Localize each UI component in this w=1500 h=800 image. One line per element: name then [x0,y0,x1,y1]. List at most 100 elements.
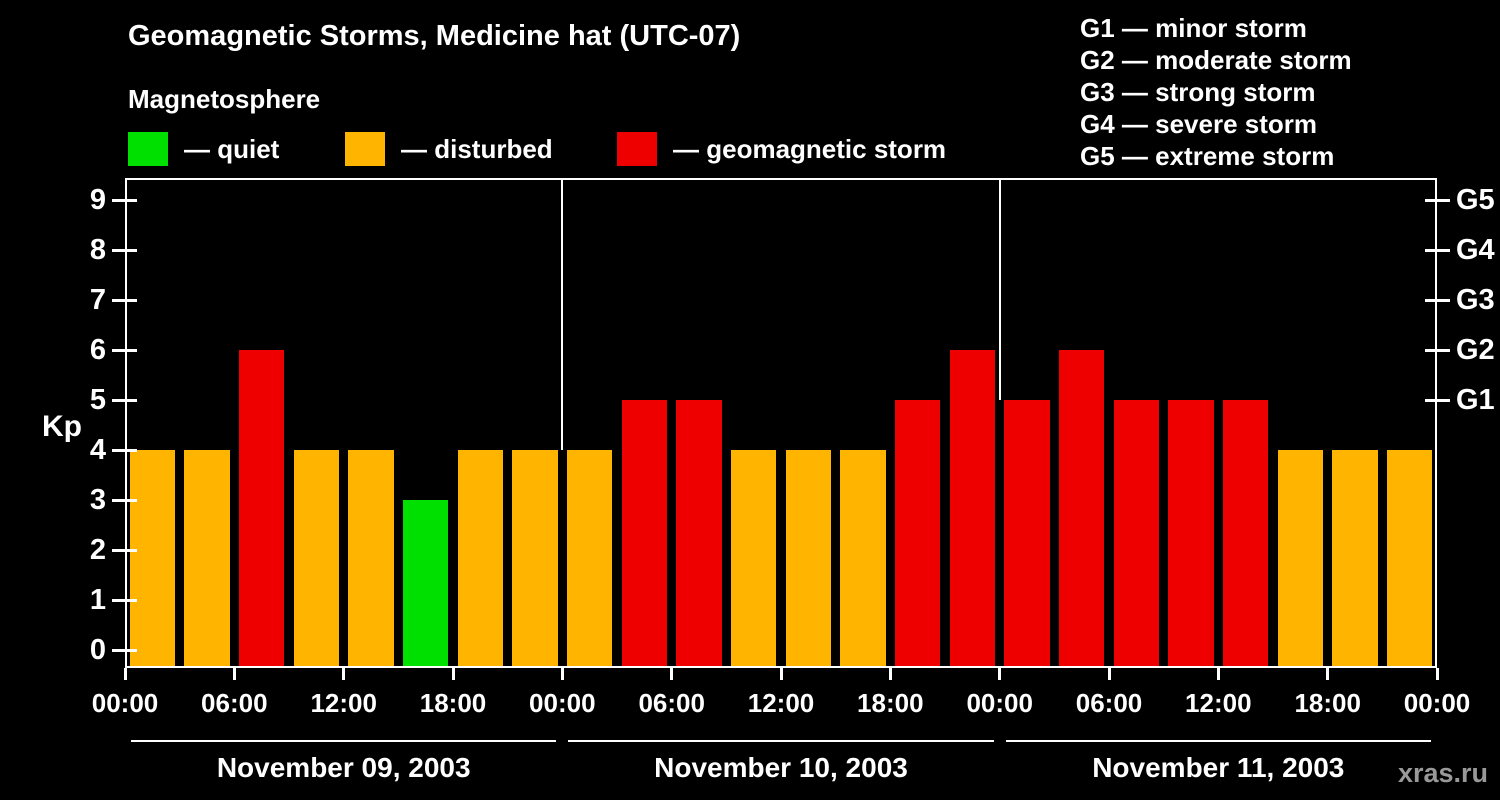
y-axis-tick [112,249,137,252]
kp-bar [949,350,996,666]
day-separator-line [998,180,1001,400]
disturbed-color-swatch [345,132,385,166]
kp-bar [1222,400,1269,666]
x-axis-label: 12:00 [310,688,377,718]
legend-quiet-label: — quiet [184,133,280,164]
kp-bar [1004,400,1050,666]
kp-bar [621,400,668,666]
y-axis-label: 9 [89,184,106,216]
x-axis-label: 12:00 [747,688,815,718]
legend-disturbed-label: — disturbed [401,133,553,164]
plot-frame [125,178,1437,668]
g-level-label: G2 [1456,334,1495,366]
y-axis-tick [112,349,137,352]
x-axis-tick [342,668,346,680]
legend-item-disturbed: — disturbed [345,132,553,166]
y-axis-tick [112,299,137,302]
x-axis-label: 18:00 [419,688,487,718]
right-axis-tick [1425,249,1450,252]
x-axis-tick [779,668,783,680]
right-axis-tick [1425,299,1450,302]
legend-item-storm: — geomagnetic storm [617,132,946,166]
g3-legend-entry: G3 — strong storm [1080,77,1316,107]
x-axis-tick [451,668,455,680]
kp-bar [1058,350,1105,666]
y-axis-title: Kp [42,410,82,443]
kp-bar [129,450,176,666]
x-axis-label: 06:00 [638,688,705,718]
plot-area [125,178,1437,668]
kp-bar [1113,400,1160,666]
y-axis-label: 3 [89,484,106,516]
x-axis-tick [670,668,674,680]
x-axis-label: 06:00 [201,688,268,718]
legend-storm-label: — geomagnetic storm [673,133,947,164]
x-axis-tick [1326,668,1330,680]
y-axis-label: 7 [89,284,106,316]
g-level-label: G3 [1456,284,1495,316]
g-level-label: G5 [1456,184,1495,216]
x-axis-tick [1435,668,1439,680]
kp-bar [184,450,230,666]
g1-legend-entry: G1 — minor storm [1080,13,1307,43]
kp-bar [1386,450,1433,666]
day-separator-line [561,180,564,450]
x-axis-tick [888,668,892,680]
y-axis-label: 6 [89,334,106,366]
g4-legend-entry: G4 — severe storm [1080,109,1318,139]
x-axis-label: 18:00 [857,688,924,718]
kp-bar [512,450,558,666]
y-axis-tick [112,499,137,502]
y-axis-tick [112,399,137,402]
y-axis-tick [112,199,137,202]
x-axis-label: 00:00 [529,688,596,718]
x-axis-tick [232,668,236,680]
quiet-color-swatch [128,132,168,166]
storm-color-swatch [617,132,657,166]
kp-bar [238,350,285,666]
g-level-label: G4 [1456,234,1495,266]
y-axis-tick [112,549,137,552]
x-axis-tick [998,668,1002,680]
right-axis-tick [1425,399,1450,402]
kp-bar [894,400,941,666]
kp-bar [1332,450,1378,666]
kp-bar [457,450,504,666]
x-axis-tick [123,668,127,680]
x-axis-label: 06:00 [1075,688,1143,718]
g-scale-legend: G1 — minor storm G2 — moderate storm G3 … [1080,12,1352,172]
y-axis-label: 1 [89,584,106,616]
x-axis-tick [560,668,564,680]
day-bracket-line [1005,740,1431,742]
date-label: November 11, 2003 [1092,752,1345,783]
g2-legend-entry: G2 — moderate storm [1080,45,1352,75]
date-label: November 09, 2003 [216,752,471,783]
x-axis-tick [1107,668,1111,680]
kp-bar [566,450,613,666]
y-axis-label: 2 [89,534,106,566]
y-axis-tick [112,649,137,652]
day-bracket-line [131,740,557,742]
kp-bar [1168,400,1214,666]
x-axis-label: 00:00 [966,688,1033,718]
chart-title: Geomagnetic Storms, Medicine hat (UTC-07… [128,20,741,52]
g5-legend-entry: G5 — extreme storm [1080,141,1335,171]
date-label: November 10, 2003 [654,752,908,783]
day-bracket-line [568,740,994,742]
x-axis-label: 18:00 [1294,688,1361,718]
x-axis-label: 12:00 [1185,688,1252,718]
right-axis-tick [1425,199,1450,202]
kp-bar [785,450,832,666]
y-axis-label: 4 [89,434,106,466]
x-axis-label: 00:00 [1403,688,1471,718]
kp-bar [840,450,886,666]
watermark: xras.ru [1397,758,1488,788]
right-axis-tick [1425,349,1450,352]
legend-item-quiet: — quiet [128,132,279,166]
kp-bar [293,450,340,666]
x-axis-label: 00:00 [91,688,159,718]
kp-bar [730,450,777,666]
kp-bar [402,500,449,666]
y-axis-tick [112,599,137,602]
